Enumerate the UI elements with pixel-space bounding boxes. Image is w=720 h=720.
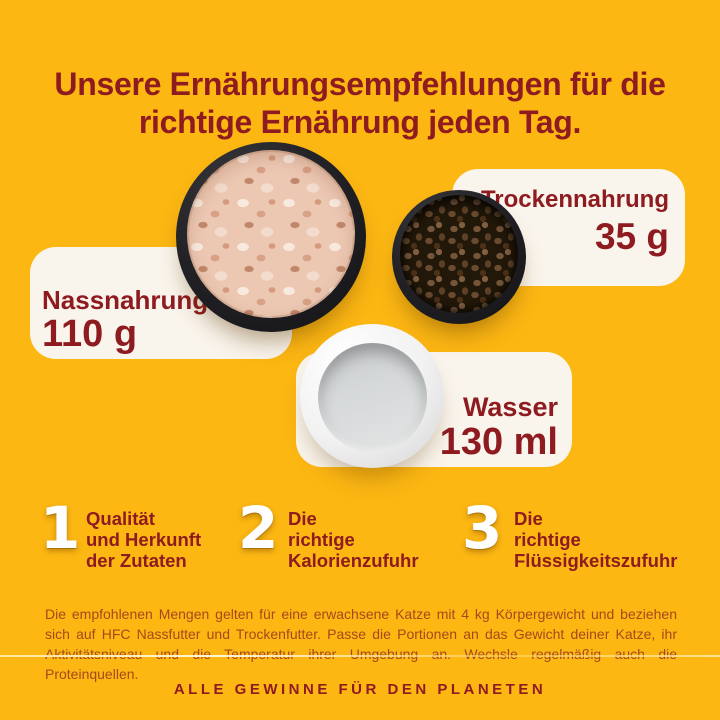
- point-3-line-2: richtige: [514, 529, 581, 550]
- footer-tagline: ALLE GEWINNE FÜR DEN PLANETEN: [173, 681, 547, 698]
- wet-food-amount: 110 g: [42, 313, 138, 355]
- point-1-text: Qualität und Herkunft der Zutaten: [86, 508, 201, 571]
- point-3-text: Die richtige Flüssigkeitszufuhr: [514, 508, 677, 571]
- point-1-line-3: der Zutaten: [86, 550, 187, 571]
- point-2-number: 2: [238, 494, 279, 562]
- wet-food-bowl-image: [176, 142, 366, 332]
- point-2-line-2: richtige: [288, 529, 355, 550]
- point-3-line-1: Die: [514, 508, 543, 529]
- point-3-line-3: Flüssigkeitszufuhr: [514, 550, 678, 571]
- dry-food-amount: 35 g: [594, 216, 669, 257]
- footer-divider: [0, 655, 720, 657]
- water-bowl-image: [300, 324, 444, 468]
- point-3-number: 3: [462, 494, 503, 562]
- kibble-texture: [400, 195, 518, 313]
- page-title-line-1: Unsere Ernährungsempfehlungen für die: [54, 66, 666, 103]
- disclaimer-text: Die empfohlenen Mengen gelten für eine e…: [45, 606, 677, 682]
- point-1-line-2: und Herkunft: [86, 529, 202, 550]
- point-1-number: 1: [40, 494, 81, 562]
- point-1-line-1: Qualität: [86, 508, 155, 529]
- dry-food-bowl-image: [392, 190, 526, 324]
- page-title-line-2: richtige Ernährung jeden Tag.: [138, 104, 582, 141]
- water-amount: 130 ml: [439, 421, 558, 463]
- point-2-line-1: Die: [288, 508, 317, 529]
- point-2-line-3: Kalorienzufuhr: [288, 550, 419, 571]
- water-texture: [318, 343, 427, 452]
- wet-food-texture: [187, 150, 355, 318]
- water-label: Wasser: [462, 392, 558, 422]
- point-2-text: Die richtige Kalorienzufuhr: [288, 508, 419, 571]
- page-title: Unsere Ernährungsempfehlungen für die ri…: [0, 65, 720, 141]
- wet-food-label: Nassnahrung: [42, 285, 209, 315]
- dry-food-label: Trockennahrung: [480, 186, 669, 213]
